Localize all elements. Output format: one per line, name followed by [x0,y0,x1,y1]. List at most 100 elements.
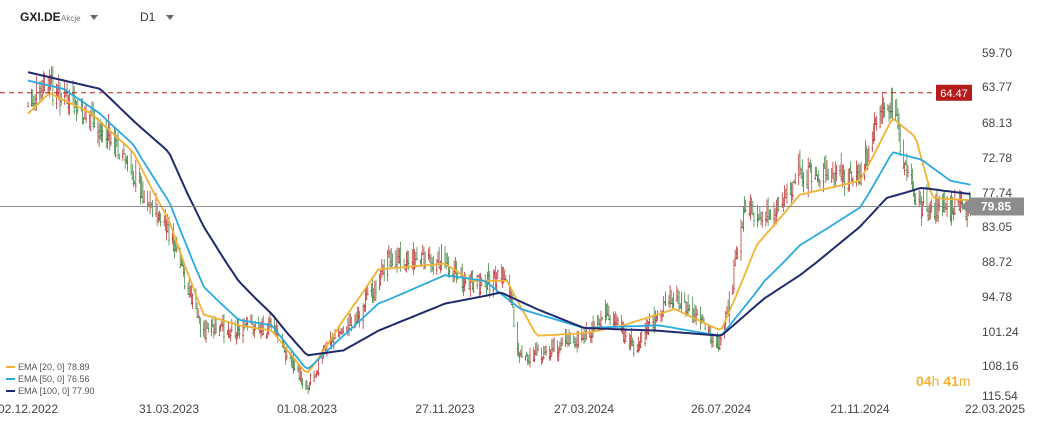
candle [404,269,406,271]
candle [242,335,244,337]
candle [930,207,933,209]
candle [679,307,681,309]
candle [951,211,954,213]
candle [822,180,825,182]
candle [655,320,658,322]
candle [834,181,836,183]
candle [113,153,116,155]
candle [604,315,607,317]
candle [203,329,205,330]
candle [100,134,103,136]
candle [349,325,351,326]
candle [572,341,575,343]
candle [949,215,952,217]
candle [374,298,376,300]
candle [436,270,438,272]
candle [518,356,521,358]
candle [424,266,426,268]
candle [109,142,111,144]
candle [702,317,704,319]
y-tick-label: 72.78 [982,151,1012,165]
candle [411,262,413,264]
candle [759,217,761,219]
candle [30,105,33,107]
candle [711,341,713,343]
candle [895,115,897,117]
candle [27,106,29,107]
candle [792,195,794,196]
candle [871,147,873,149]
candle [363,306,366,307]
candle [356,321,358,322]
candle [928,218,930,220]
candle [448,270,451,272]
candle [453,275,455,276]
candle [190,302,193,304]
candle [267,332,269,334]
candle [130,171,132,173]
candle [887,109,889,111]
timeframe-dropdown-icon[interactable] [166,15,174,20]
candle [938,204,940,206]
candle [299,377,301,379]
candle [549,355,552,357]
candle [798,174,800,176]
candle [32,103,34,104]
ema-line-2 [27,71,971,357]
symbol-label[interactable]: GXI.DE [20,10,61,24]
candle [510,304,513,305]
candle [524,357,527,359]
candle [276,333,278,335]
candle [91,115,93,116]
candle [198,317,200,319]
candle [790,194,793,196]
candle [155,213,157,215]
candle [235,338,238,340]
candle [560,345,562,347]
legend-ema100[interactable]: EMA [100, 0] 77.90 [18,386,95,396]
legend-ema50[interactable]: EMA [50, 0] 76.56 [18,374,90,384]
candle [82,118,85,120]
candle [68,103,71,105]
candle [648,322,651,324]
candle [293,369,296,371]
candle [340,332,342,334]
candle [321,357,323,359]
candle [888,110,890,112]
candle [520,353,522,355]
candle [219,326,222,328]
candle [43,90,46,92]
candle [620,330,623,332]
ema-line-0 [27,92,971,373]
candle [332,341,334,342]
candle [252,332,254,334]
candle [907,172,909,174]
candle [835,172,838,174]
candle [73,111,75,113]
candle [629,343,632,345]
candle [859,182,861,184]
candle [748,213,750,215]
candle [284,358,287,359]
candle [581,338,583,340]
candle [621,327,624,329]
legend-ema20[interactable]: EMA [20, 0] 78.89 [18,362,90,372]
candle [92,122,94,124]
last-price-tag [960,197,1024,216]
candle [517,354,520,355]
candle [259,331,261,332]
y-tick-label: 63.77 [982,80,1012,94]
candle [704,328,706,330]
candle [420,258,423,260]
candle [605,313,608,315]
candle [816,178,819,180]
timeframe-label[interactable]: D1 [140,10,156,24]
candle [168,239,170,241]
candle [431,262,433,264]
candle [85,118,87,120]
symbol-dropdown-icon[interactable] [90,15,98,20]
candle [481,285,483,287]
candle [105,139,107,140]
candle [617,319,619,321]
